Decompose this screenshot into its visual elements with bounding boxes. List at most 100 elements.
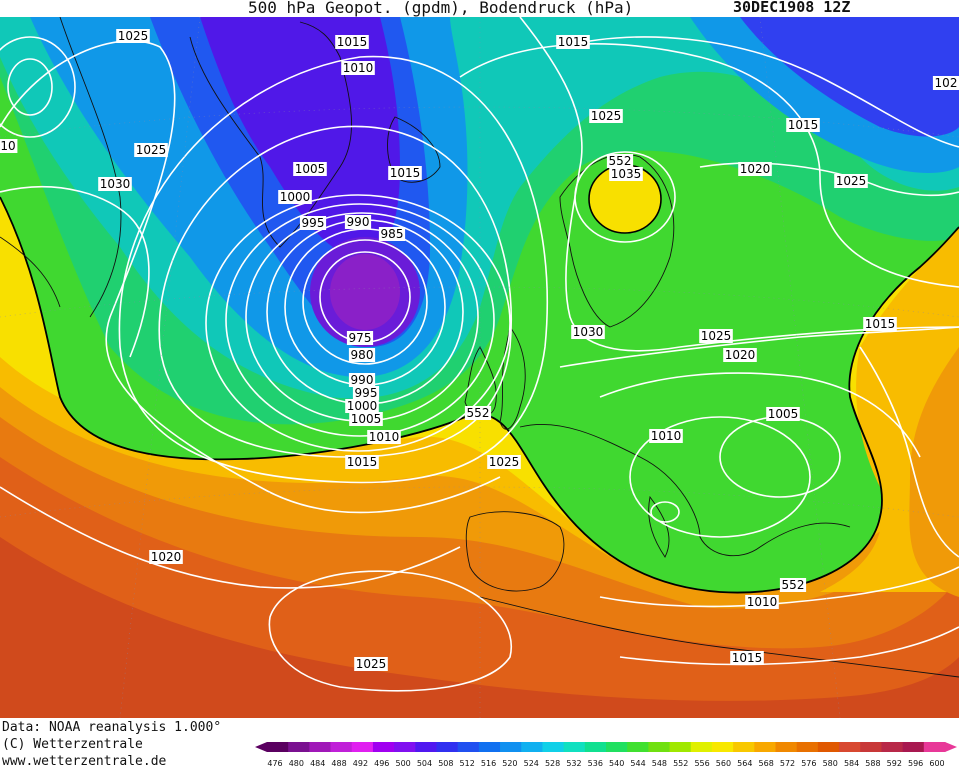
color-scale-swatch xyxy=(627,742,649,752)
color-scale-ticks: 476 480 484 488 492 496 500 504 508 512 516 520 524 5… xyxy=(267,759,944,768)
color-scale-swatch xyxy=(923,742,946,752)
pressure-label-bg xyxy=(299,216,327,230)
map-area[interactable]: 1025 1015 1010 1015 1025 1015 1020 1025 102 1025 1… xyxy=(0,17,959,718)
pressure-label-text: 980 xyxy=(351,348,374,362)
isobar-1005 xyxy=(205,194,511,452)
pressure-label: 1010 xyxy=(745,595,779,609)
color-scale-tick-label: 552 xyxy=(673,759,688,768)
isobars xyxy=(0,17,959,692)
pressure-label-text: 1010 xyxy=(343,61,374,75)
pressure-label-bg xyxy=(352,386,380,400)
isobar-1015 xyxy=(118,55,549,484)
pressure-label: 102 xyxy=(932,76,959,90)
pressure-label-bg xyxy=(863,317,897,331)
pressure-label-text: 1010 xyxy=(747,595,778,609)
contour-552 xyxy=(0,196,959,594)
pressure-label: 975 xyxy=(346,331,374,345)
pressure-label: 552 xyxy=(606,154,634,168)
isobar-1025-azores xyxy=(268,570,513,692)
color-scale-tick-label: 576 xyxy=(801,759,816,768)
pressure-label: 1025 xyxy=(589,109,623,123)
color-scale-bar xyxy=(255,742,957,752)
color-scale-swatch xyxy=(436,742,459,752)
italy-coast xyxy=(648,495,670,558)
pressure-labels: 1025 1015 1010 1015 1025 1015 1020 1025 102 1025 1… xyxy=(0,29,959,671)
color-scale-swatch xyxy=(902,742,925,752)
pressure-label-bg xyxy=(349,412,383,426)
pressure-label: 1015 xyxy=(786,118,820,132)
pressure-label-text: 1025 xyxy=(118,29,149,43)
pressure-label-text: 985 xyxy=(381,227,404,241)
pressure-label-text: 1010 xyxy=(369,430,400,444)
isobar-1035 xyxy=(574,151,676,243)
pressure-label-bg xyxy=(730,651,764,665)
pressure-label: 552 xyxy=(464,406,492,420)
pressure-label-bg xyxy=(932,76,959,90)
band-504 xyxy=(200,17,400,257)
header-bar: 500 hPa Geopot. (gpdm), Bodendruck (hPa)… xyxy=(0,0,959,17)
color-scale-tick-label: 548 xyxy=(652,759,667,768)
pressure-label-bg xyxy=(487,455,521,469)
pressure-label: 1015 xyxy=(730,651,764,665)
color-scale-tick-label: 532 xyxy=(566,759,581,768)
color-scale-swatch xyxy=(563,742,586,752)
low-core-inner xyxy=(330,254,400,330)
isobar-1000 xyxy=(225,203,495,437)
pressure-label-text: 1030 xyxy=(100,177,131,191)
weather-map[interactable]: 1025 1015 1010 1015 1025 1015 1020 1025 102 1025 1… xyxy=(0,17,959,718)
color-scale-tick-label: 484 xyxy=(310,759,325,768)
pressure-label-bg xyxy=(723,348,757,362)
color-scale-tick-label: 476 xyxy=(267,759,282,768)
color-scale-tick-label: 500 xyxy=(395,759,410,768)
coastlines xyxy=(0,17,959,678)
isobar-1010 xyxy=(158,125,512,458)
band-508-east xyxy=(740,17,959,137)
pressure-label-text: 10 xyxy=(0,139,15,153)
color-scale-tick-label: 588 xyxy=(865,759,880,768)
africa-north-coast xyxy=(479,596,959,678)
pressure-label-bg xyxy=(346,331,374,345)
pressure-label-text: 975 xyxy=(349,331,372,345)
pressure-label-bg xyxy=(699,329,733,343)
pressure-label-bg xyxy=(786,118,820,132)
pressure-label: 1030 xyxy=(571,325,605,339)
color-scale-tick-label: 512 xyxy=(460,759,475,768)
map-title: 500 hPa Geopot. (gpdm), Bodendruck (hPa) xyxy=(248,0,634,17)
footer-website[interactable]: www.wetterzentrale.de xyxy=(2,754,167,769)
color-scale-swatch xyxy=(542,742,565,752)
pressure-label-text: 995 xyxy=(302,216,325,230)
pressure-label-bg xyxy=(345,399,379,413)
pressure-label-bg xyxy=(345,455,379,469)
footer-copyright: (C) Wetterzentrale xyxy=(2,737,143,752)
iberia-coast xyxy=(465,511,565,592)
pressure-label: 1020 xyxy=(723,348,757,362)
pressure-label: 980 xyxy=(348,348,376,362)
color-scale-tick-label: 544 xyxy=(630,759,645,768)
isobar-1010-med xyxy=(629,416,811,538)
graticule xyxy=(0,17,959,718)
pressure-label-bg xyxy=(556,35,590,49)
color-scale-tick-label: 568 xyxy=(759,759,774,768)
pressure-label-bg xyxy=(779,578,807,592)
color-scale-tick-label: 560 xyxy=(716,759,731,768)
pressure-label-text: 1005 xyxy=(295,162,326,176)
color-scale-tick-label: 524 xyxy=(524,759,539,768)
pressure-label-text: 1015 xyxy=(732,651,763,665)
pressure-label-text: 1015 xyxy=(865,317,896,331)
color-scale-swatch xyxy=(690,742,713,752)
pressure-label-bg xyxy=(367,430,401,444)
pressure-label-text: 1025 xyxy=(489,455,520,469)
pressure-label-text: 995 xyxy=(355,386,378,400)
color-scale-swatch xyxy=(288,742,310,752)
pressure-label: 1015 xyxy=(345,455,379,469)
pressure-label-bg xyxy=(354,657,388,671)
color-scale-tick-label: 600 xyxy=(929,759,944,768)
pressure-label: 1010 xyxy=(649,429,683,443)
pressure-label-bg xyxy=(278,190,312,204)
color-scale-max-arrow xyxy=(945,742,957,752)
isobar-1030-west xyxy=(0,185,150,358)
pressure-label-bg xyxy=(606,154,634,168)
pressure-label-text: 552 xyxy=(467,406,490,420)
color-scale-swatch xyxy=(351,742,374,752)
pressure-label-text: 552 xyxy=(609,154,632,168)
